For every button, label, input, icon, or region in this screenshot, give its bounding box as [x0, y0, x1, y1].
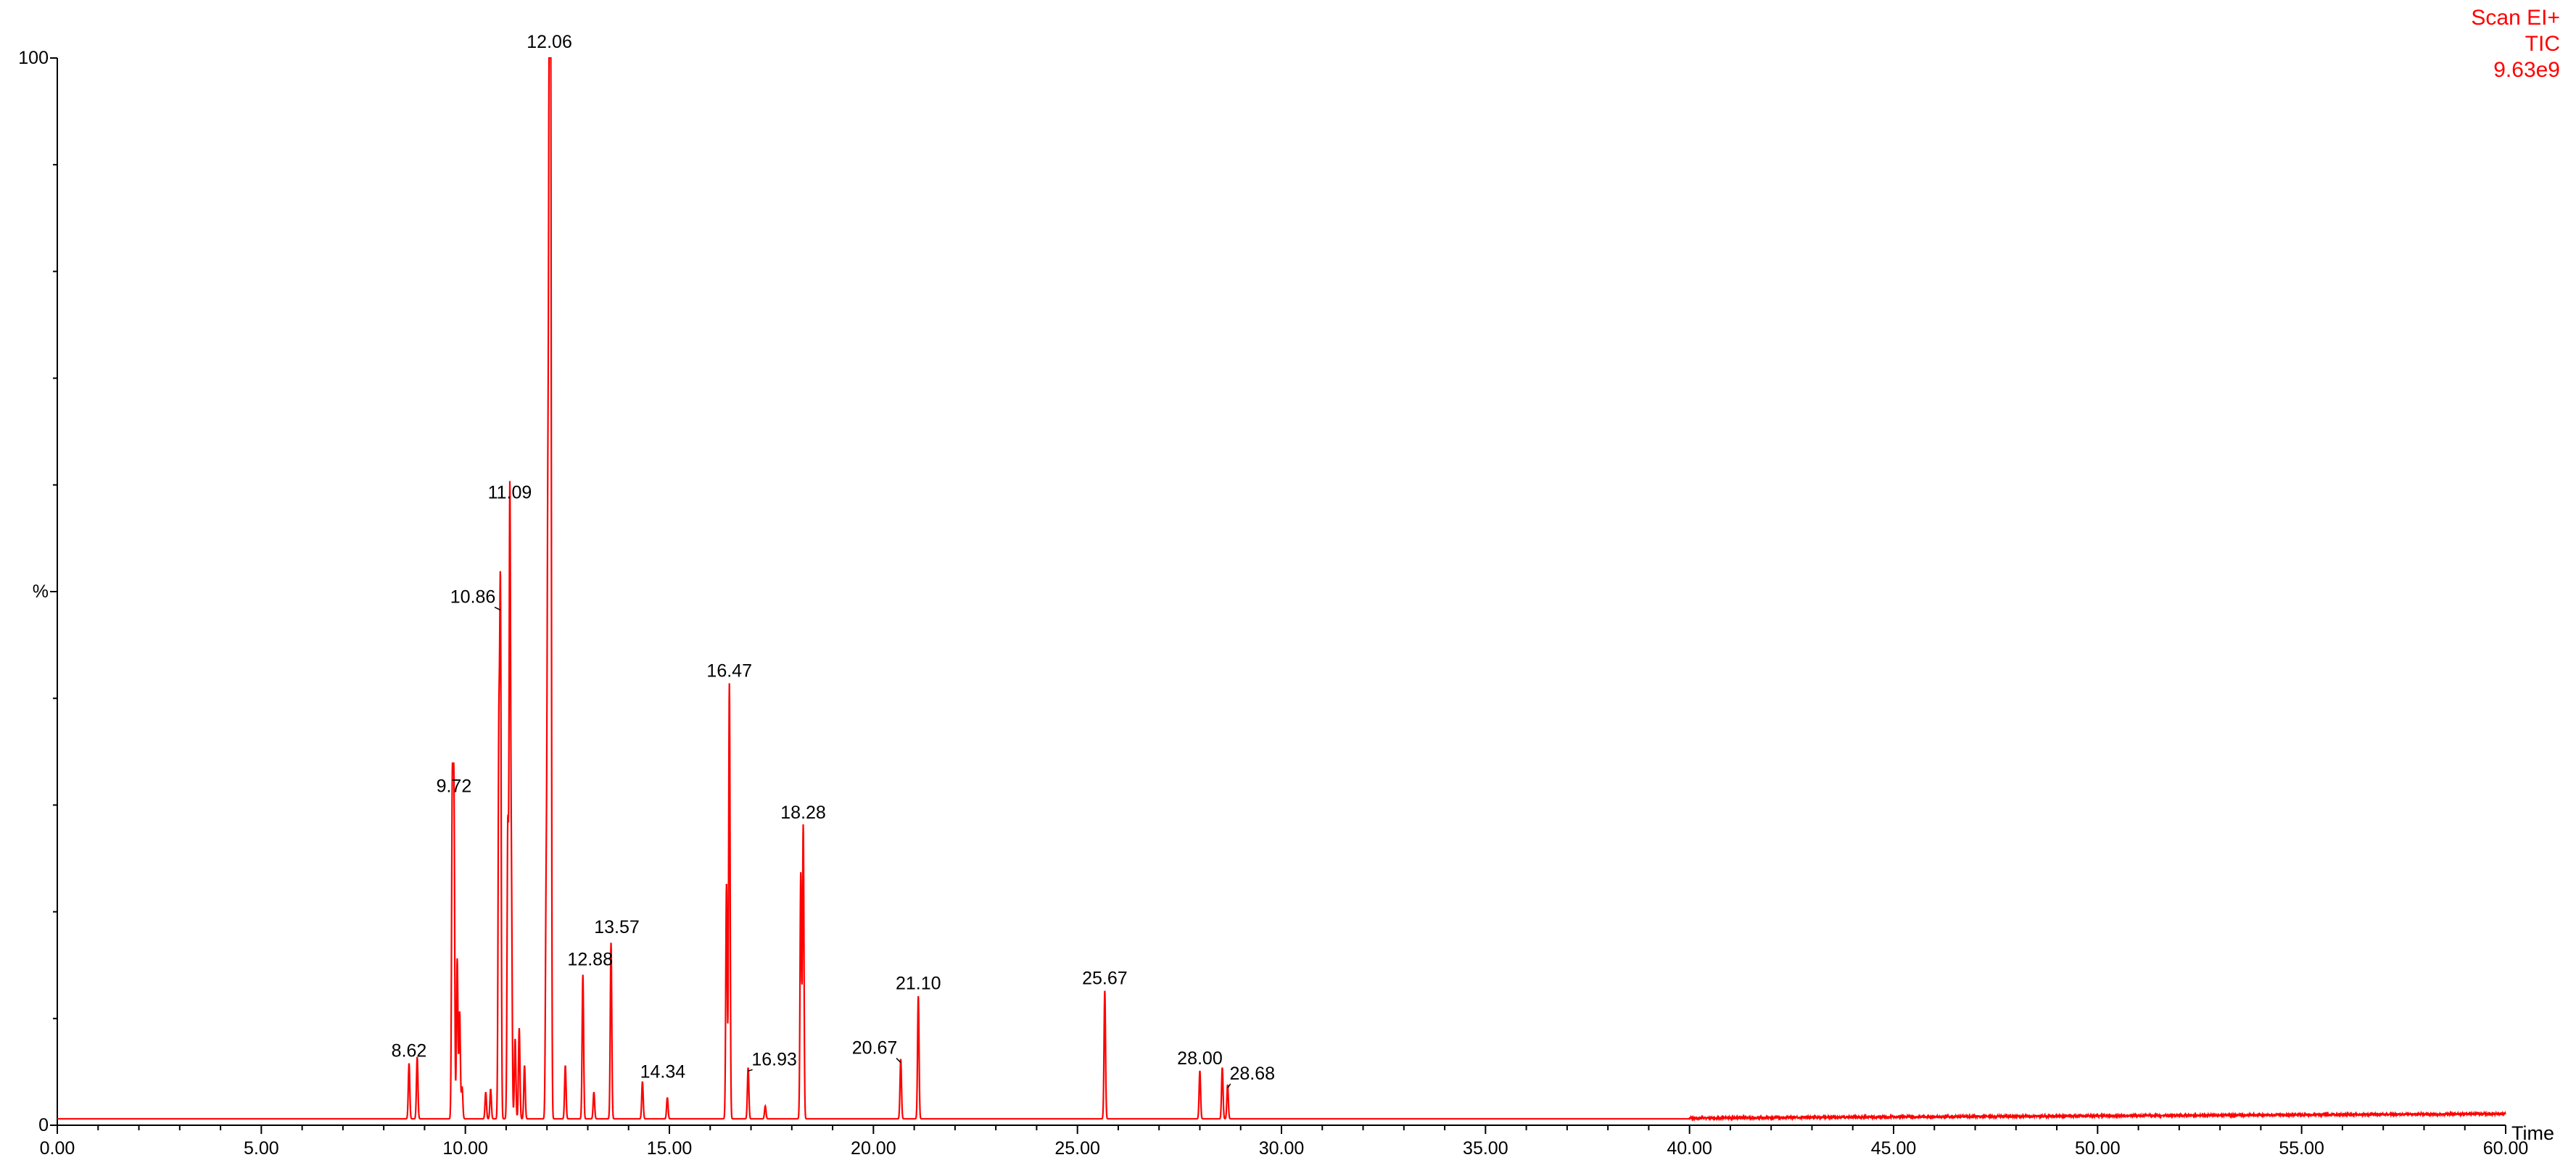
peak-label: 28.68 [1229, 1064, 1275, 1084]
trace-type-label: TIC [2525, 32, 2560, 56]
peak-label: 12.06 [527, 32, 572, 52]
peak-label: 28.00 [1177, 1048, 1223, 1069]
peak-label: 12.88 [567, 949, 613, 969]
peak-label: 18.28 [780, 803, 826, 823]
peak-label: 21.10 [896, 974, 941, 994]
y-tick-label: 100 [18, 48, 49, 68]
max-intensity-label: 9.63e9 [2493, 58, 2560, 82]
x-tick-label: 15.00 [647, 1138, 693, 1159]
peak-label-leader [748, 1069, 753, 1072]
peak-label: 9.72 [437, 776, 472, 796]
x-tick-label: 40.00 [1667, 1138, 1712, 1159]
y-tick-label: % [33, 581, 49, 602]
peak-label: 16.47 [706, 660, 752, 681]
peak-label-leader [1227, 1083, 1231, 1089]
peak-labels-group: 8.62 9.72 10.86 11.09 12.06 12.88 13.57 14.34 16… [392, 32, 1275, 1089]
y-tick-label: 0 [38, 1115, 49, 1135]
tic-trace-line [57, 57, 2506, 1122]
peak-label: 8.62 [392, 1040, 427, 1061]
scan-mode-label: Scan EI+ [2471, 6, 2560, 30]
x-tick-label: 0.00 [40, 1138, 75, 1159]
x-axis-label: Time [2511, 1122, 2554, 1144]
x-tick-label: 5.00 [244, 1138, 279, 1159]
peak-label: 25.67 [1082, 968, 1128, 988]
peak-label: 11.09 [488, 483, 532, 503]
x-tick-label: 10.00 [442, 1138, 488, 1159]
peak-label: 10.86 [450, 587, 496, 607]
x-tick-label: 55.00 [2279, 1138, 2324, 1159]
x-tick-label: 60.00 [2483, 1138, 2529, 1159]
x-tick-label: 35.00 [1463, 1138, 1508, 1159]
x-tick-label: 30.00 [1259, 1138, 1305, 1159]
peak-label: 14.34 [640, 1061, 686, 1082]
trace-group [57, 57, 2506, 1122]
x-tick-label: 50.00 [2075, 1138, 2121, 1159]
peak-label: 13.57 [594, 917, 640, 937]
peak-label: 16.93 [751, 1049, 797, 1069]
x-tick-label: 20.00 [851, 1138, 896, 1159]
x-tick-label: 45.00 [1871, 1138, 1917, 1159]
x-tick-label: 25.00 [1054, 1138, 1100, 1159]
peak-label-leader [896, 1058, 901, 1064]
axes-group: 0.00 5.00 10.00 15.00 20.00 25.00 30.00 35.00 40… [18, 48, 2554, 1159]
peak-label-leader [494, 606, 501, 611]
peak-label: 20.67 [852, 1038, 898, 1059]
